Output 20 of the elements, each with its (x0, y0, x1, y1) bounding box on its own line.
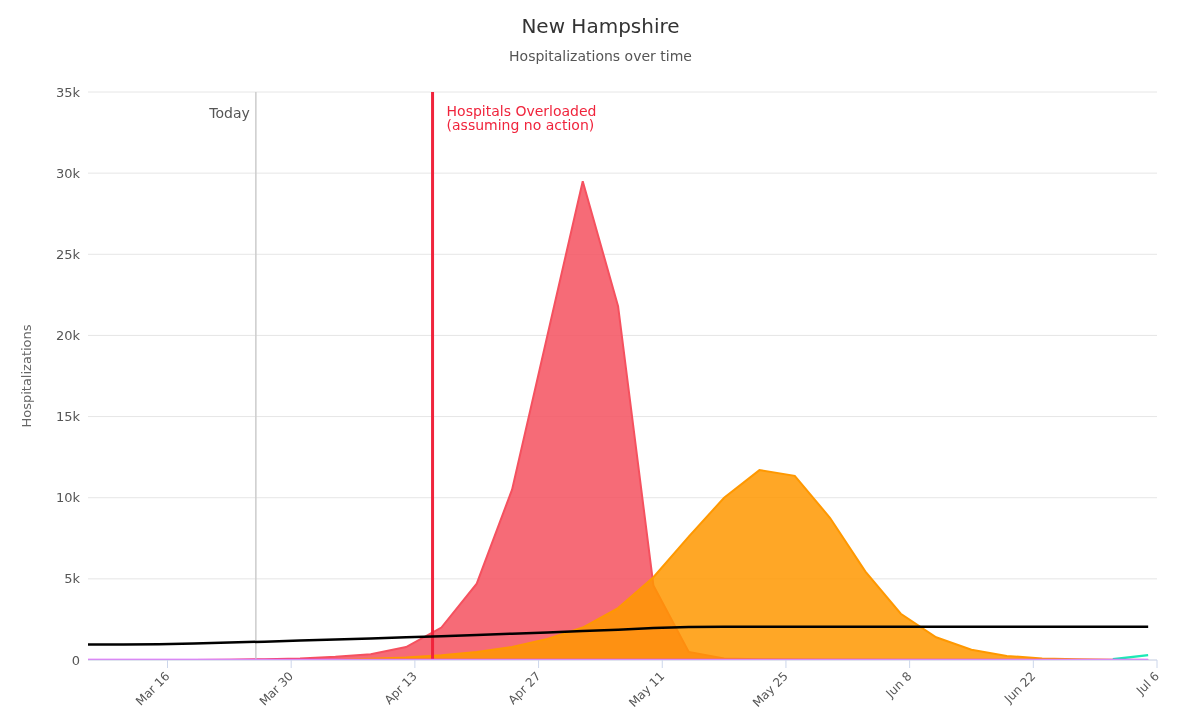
line-series (88, 625, 1150, 646)
y-tick-label: 35k (55, 84, 81, 100)
chart-title: New Hampshire (520, 13, 681, 40)
y-tick-label: 5k (64, 571, 81, 587)
ref-line-label: Hospitals Overloaded (assuming no action) (446, 102, 597, 133)
x-tick-label: Jun 22 (1000, 669, 1039, 707)
y-tick-label: 15k (55, 409, 81, 425)
x-tick-label: Jun 8 (882, 669, 915, 702)
x-tick-label: Mar 16 (133, 669, 173, 709)
y-tick-label: 30k (55, 165, 81, 181)
y-tick-label: 0 (71, 652, 80, 668)
x-tick-label: Apr 13 (381, 669, 420, 708)
y-tick-label: 25k (55, 246, 81, 262)
x-tick-label: Apr 27 (505, 669, 544, 708)
y-tick-label: 10k (55, 490, 81, 506)
x-tick-label: Jul 6 (1133, 669, 1162, 698)
ref-line-label: Today (208, 104, 250, 121)
chart-subtitle: Hospitalizations over time (508, 48, 693, 66)
y-tick-label: 20k (55, 328, 81, 344)
y-axis-title: Hospitalizations (18, 324, 34, 428)
